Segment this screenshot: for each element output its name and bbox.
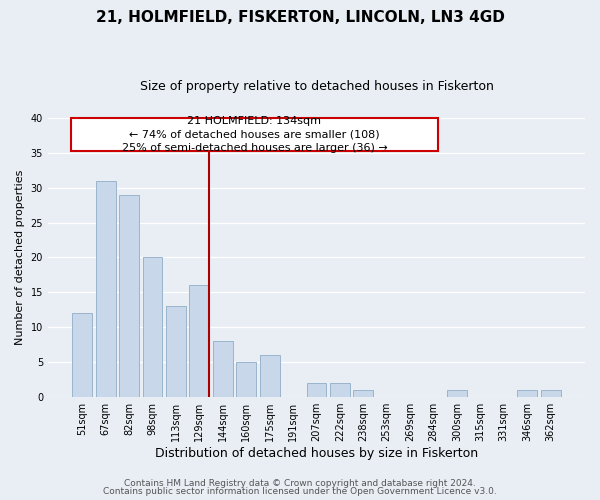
X-axis label: Distribution of detached houses by size in Fiskerton: Distribution of detached houses by size …	[155, 447, 478, 460]
Text: 21, HOLMFIELD, FISKERTON, LINCOLN, LN3 4GD: 21, HOLMFIELD, FISKERTON, LINCOLN, LN3 4…	[95, 10, 505, 25]
Title: Size of property relative to detached houses in Fiskerton: Size of property relative to detached ho…	[140, 80, 493, 93]
Bar	[143, 258, 163, 397]
Bar	[190, 286, 209, 397]
Text: 21 HOLMFIELD: 134sqm
← 74% of detached houses are smaller (108)
25% of semi-deta: 21 HOLMFIELD: 134sqm ← 74% of detached h…	[122, 116, 387, 152]
Bar	[353, 390, 373, 397]
Bar	[260, 355, 280, 397]
Bar	[517, 390, 537, 397]
Text: Contains HM Land Registry data © Crown copyright and database right 2024.: Contains HM Land Registry data © Crown c…	[124, 478, 476, 488]
Bar	[541, 390, 560, 397]
FancyBboxPatch shape	[71, 118, 438, 152]
Text: Contains public sector information licensed under the Open Government Licence v3: Contains public sector information licen…	[103, 487, 497, 496]
Bar	[447, 390, 467, 397]
Bar	[166, 306, 186, 397]
Bar	[307, 383, 326, 397]
Bar	[119, 194, 139, 397]
Bar	[96, 180, 116, 397]
Y-axis label: Number of detached properties: Number of detached properties	[15, 170, 25, 345]
Bar	[236, 362, 256, 397]
Bar	[73, 314, 92, 397]
Bar	[213, 341, 233, 397]
Bar	[330, 383, 350, 397]
